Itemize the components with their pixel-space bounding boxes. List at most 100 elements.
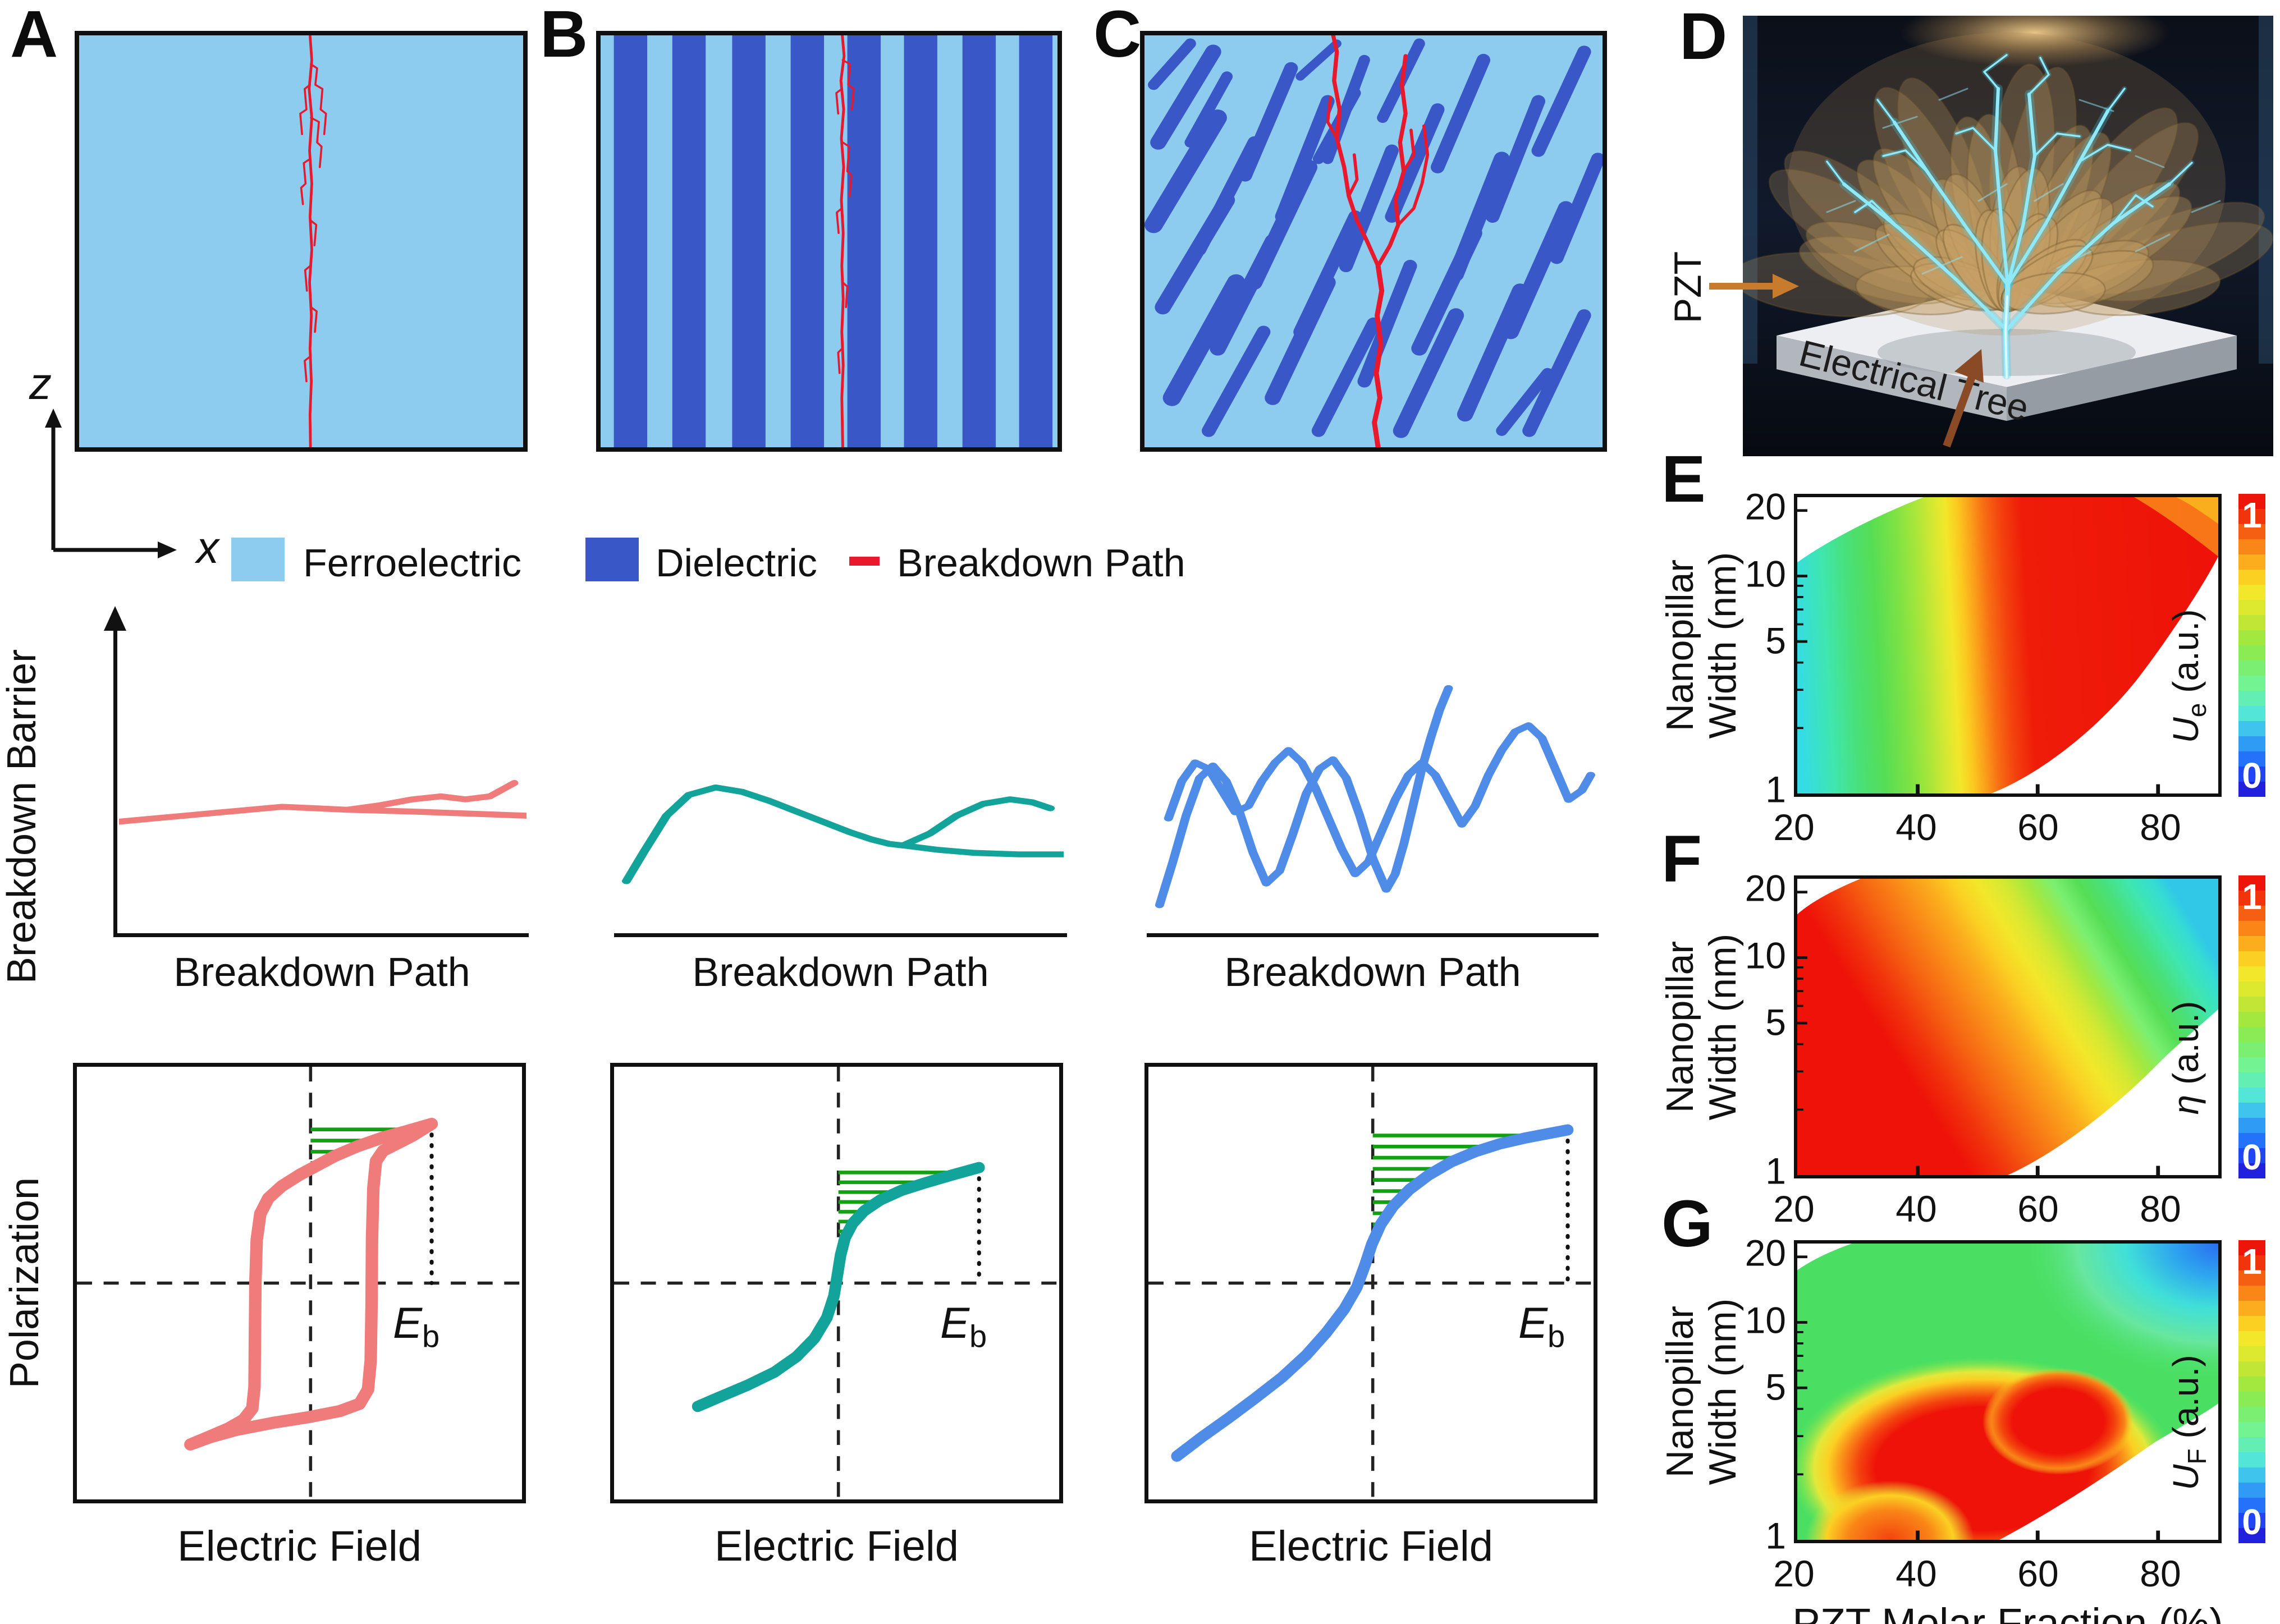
ytick: 5 [1765, 1366, 1786, 1408]
breakdown-path-xlabel-b: Breakdown Path [692, 950, 989, 995]
breakdown-path [1397, 124, 1430, 227]
electrical-tree-branch [2005, 182, 2171, 332]
nanopillar-streak [1485, 95, 1545, 223]
breakdown-path [841, 281, 849, 309]
electrical-tree-branch [2078, 144, 2131, 163]
electric-field-xlabel-c: Electric Field [1249, 1522, 1493, 1570]
electrical-tree-branch [2034, 132, 2081, 157]
nanopillar-streak [1457, 283, 1528, 422]
colorbar-max: 1 [2242, 1241, 2262, 1282]
breakdown-path [300, 158, 312, 205]
nanopillar-streak [1162, 274, 1246, 406]
pzt-molar-fraction-xlabel: PZT Molar Fraction (%) [1792, 1600, 2223, 1624]
sim-multilayer-panel [596, 31, 1062, 452]
breakdown-path [1331, 35, 1380, 268]
sim-ferroelectric-canvas [79, 35, 523, 447]
barrier-curve [621, 784, 908, 884]
xtick: 20 [1773, 1188, 1815, 1230]
electrical-tree-branch [2006, 109, 2109, 287]
ytick: 20 [1745, 867, 1786, 909]
dielectric-stripe [790, 35, 825, 447]
nanopillar-streak [1202, 325, 1271, 437]
ytick: 1 [1765, 1515, 1786, 1557]
xtick: 60 [2017, 806, 2059, 848]
no-data-region [1999, 1403, 2218, 1540]
nanopillar-streak [1431, 54, 1491, 173]
ytick: 5 [1765, 620, 1786, 662]
panel-label-f: F [1661, 822, 1702, 896]
xtick: 60 [2017, 1553, 2059, 1594]
dielectric-stripe [962, 35, 996, 447]
pe-curve [692, 1162, 985, 1412]
no-data-region [1797, 1244, 1852, 1270]
nanopillar-streak [1150, 44, 1221, 150]
breakdown-path [841, 59, 855, 111]
breakdown-path-xlabel-a: Breakdown Path [173, 950, 470, 995]
panel-label-a: A [10, 0, 58, 71]
colorbar-eta: 1 0 [2238, 875, 2265, 1178]
heatmap-uf-plot [1794, 1240, 2222, 1543]
polarization-axis-title: Polarization [2, 1177, 47, 1389]
breakdown-path [310, 63, 327, 135]
nanopillar-streak [1357, 260, 1417, 388]
electrical-tree-branch [2168, 162, 2193, 185]
ytick: 5 [1765, 1001, 1786, 1043]
ytick: 10 [1745, 553, 1786, 595]
colorbar-min: 0 [2242, 1137, 2262, 1177]
breakdown-path [304, 265, 312, 292]
no-data-region [1991, 556, 2218, 793]
xtick: 80 [2140, 1188, 2181, 1230]
electrical-tree-branch [2107, 88, 2126, 112]
electrical-tree-branch [1842, 182, 2008, 332]
electrical-tree-branch [1955, 127, 1997, 152]
nanopillar-width-title-f: Nanopillar Width (nm) [1659, 933, 1744, 1121]
tree-core [2004, 295, 2008, 379]
colorbar-gradient [2238, 875, 2265, 1178]
electrical-tree-branch [2028, 57, 2050, 95]
coordinate-axes-icon [45, 409, 177, 558]
hysteresis-plot-b [610, 1063, 1063, 1503]
uf-unit-label: UF (a.u.) [2165, 1355, 2212, 1490]
barrier-curve [343, 780, 519, 813]
breakdown-path [839, 35, 846, 447]
pzt-arrow-icon [1709, 274, 1799, 299]
breakdown-path [299, 84, 312, 135]
electrical-tree-branch [1882, 149, 1929, 174]
nanopillar-streak [1184, 71, 1233, 148]
eb-label-b: Eb [940, 1298, 987, 1354]
x-axis-label: x [196, 522, 219, 572]
breakdown-path [310, 219, 318, 246]
xtick: 60 [2017, 1188, 2059, 1230]
dielectric-stripe [732, 35, 766, 447]
xtick: 20 [1773, 806, 1815, 848]
electrical-tree-branch [1826, 160, 1845, 185]
xtick: 40 [1896, 1553, 1937, 1594]
electrical-tree-branch [2112, 194, 2154, 224]
panel-label-d: D [1679, 0, 1728, 74]
hysteresis-plot-c [1144, 1063, 1597, 1503]
xtick: 40 [1896, 806, 1937, 848]
nanopillar-width-title-g: Nanopillar Width (nm) [1659, 1298, 1744, 1485]
breakdown-path [310, 117, 323, 168]
colorbar-ue: 1 0 [2238, 494, 2265, 797]
electrical-tree-branch [2006, 93, 2036, 287]
panel-label-e: E [1661, 442, 1706, 516]
nanopillar-streak [1148, 38, 1196, 90]
breakdown-path-swatch [849, 557, 880, 566]
barrier-curve [898, 796, 1055, 848]
dielectric-stripe [672, 35, 706, 447]
heatmap-ue-plot [1794, 494, 2222, 797]
no-data-region [2008, 1009, 2218, 1175]
barrier-curve [898, 842, 1064, 857]
nanopillar-streak [1448, 152, 1510, 282]
barrier-plot-b [617, 631, 1064, 929]
barrier-x-axis-c [1147, 933, 1599, 937]
barrier-curve [1164, 722, 1595, 878]
nanopillar-streak [1311, 317, 1381, 437]
breakdown-path [1372, 264, 1385, 447]
breakdown-path [1402, 129, 1416, 173]
electrical-tree-branch [1854, 200, 1901, 230]
sim-nanopillar-canvas [1144, 35, 1603, 447]
eb-label-a: Eb [393, 1298, 440, 1354]
nanopillar-streak [1522, 309, 1591, 437]
